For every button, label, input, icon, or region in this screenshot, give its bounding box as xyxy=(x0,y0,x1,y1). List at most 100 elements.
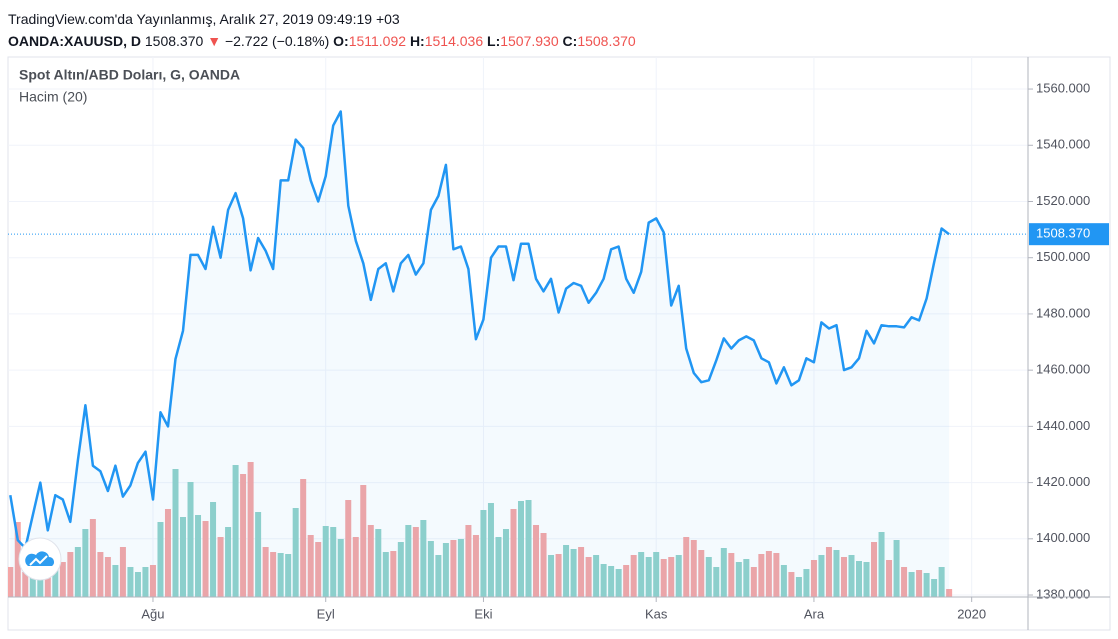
symbol: OANDA:XAUUSD, D xyxy=(8,33,141,49)
logo xyxy=(18,537,62,581)
ohlc-label: C: xyxy=(562,33,578,49)
volume-bar xyxy=(533,525,540,597)
ohlc-value: 1514.036 xyxy=(424,33,484,49)
volume-bar xyxy=(720,548,727,597)
y-tick-label: 1460.000 xyxy=(1036,362,1090,377)
volume-bar xyxy=(938,567,945,597)
chart-subtitle: Hacim (20) xyxy=(19,89,87,105)
volume-bar xyxy=(713,567,720,597)
volume-bar xyxy=(818,555,825,597)
ohlc-label: L: xyxy=(487,33,501,49)
last-price-label: 1508.370 xyxy=(1036,226,1090,241)
volume-bar xyxy=(8,567,14,597)
volume-bar xyxy=(240,474,247,597)
change: −2.722 (−0.18%) xyxy=(224,33,330,49)
volume-bar xyxy=(946,589,953,597)
volume-bar xyxy=(127,567,134,597)
volume-bar xyxy=(570,549,577,597)
volume-bar xyxy=(743,559,750,597)
volume-bar xyxy=(653,552,660,597)
volume-bar xyxy=(97,552,104,597)
x-tick-label: Ara xyxy=(804,606,825,621)
volume-bar xyxy=(487,503,494,597)
volume-bar xyxy=(578,547,585,597)
volume-bar xyxy=(367,525,374,597)
volume-bar xyxy=(442,543,449,597)
volume-bar xyxy=(82,529,89,597)
y-tick-label: 1560.000 xyxy=(1036,80,1090,95)
volume-bar xyxy=(668,557,675,597)
volume-bar xyxy=(187,482,194,597)
volume-bar xyxy=(623,565,630,597)
y-tick-label: 1540.000 xyxy=(1036,137,1090,152)
frame xyxy=(7,56,1111,631)
volume-bar xyxy=(833,550,840,597)
volume-bar xyxy=(457,539,464,597)
volume-bar xyxy=(510,509,517,597)
volume-bar xyxy=(104,557,111,597)
quote-line: OANDA:XAUUSD, D 1508.370 ▼ −2.722 (−0.18… xyxy=(8,30,636,52)
price-line xyxy=(9,110,950,550)
volume-bar xyxy=(705,557,712,597)
volume-bar xyxy=(210,502,217,597)
volume-bar xyxy=(337,539,344,597)
y-tick-label: 1500.000 xyxy=(1036,249,1090,264)
volume-bar xyxy=(14,522,21,597)
volume-bar xyxy=(427,541,434,597)
volume-bar xyxy=(472,535,479,597)
volume-bar xyxy=(871,542,878,597)
volume-bar xyxy=(134,572,141,597)
volume-bar xyxy=(300,479,307,597)
volume-bar xyxy=(89,519,96,597)
volume-bar xyxy=(916,570,923,597)
volume-bar xyxy=(262,547,269,597)
volume-bar xyxy=(555,554,562,597)
volume-bar xyxy=(225,527,232,597)
arrow: ▼ xyxy=(207,33,222,49)
volume-bar xyxy=(758,554,765,597)
volume-bar xyxy=(931,579,938,597)
volume-bar xyxy=(119,547,126,597)
volume-bar xyxy=(44,562,51,597)
volume-bar xyxy=(878,532,885,597)
ohlc-value: 1511.092 xyxy=(348,33,407,49)
volume-bar xyxy=(247,462,254,597)
volume-bar xyxy=(52,567,59,597)
volume-bar xyxy=(450,540,457,597)
volume-bar xyxy=(593,555,600,597)
y-tick-label: 1480.000 xyxy=(1036,305,1090,320)
plot xyxy=(8,57,1028,597)
volume-bar xyxy=(232,465,239,597)
volume-bar xyxy=(750,567,757,597)
volume-bar xyxy=(615,569,622,597)
y-tick-label: 1420.000 xyxy=(1036,474,1090,489)
volume-bar xyxy=(420,520,427,597)
volume-bar xyxy=(540,533,547,597)
volume-bar xyxy=(735,562,742,597)
x-tick-label: Kas xyxy=(645,606,668,621)
volume-bar xyxy=(67,552,74,597)
volume-bar xyxy=(480,510,487,597)
volume-bar xyxy=(277,553,284,597)
volume-bar xyxy=(382,552,389,597)
volume-bar xyxy=(698,550,705,597)
volume-bar xyxy=(863,562,870,597)
volume-bar xyxy=(502,529,509,597)
y-tick-label: 1440.000 xyxy=(1036,418,1090,433)
volume-bar xyxy=(728,553,735,597)
area xyxy=(10,111,950,597)
volume-bar xyxy=(74,547,81,597)
volume-bar xyxy=(59,562,66,597)
volume-bar xyxy=(675,555,682,597)
volume-bar xyxy=(149,565,156,597)
volume-bar xyxy=(630,555,637,597)
volume-bar xyxy=(465,525,472,597)
volume-bar xyxy=(803,569,810,597)
chart-title: Spot Altın/ABD Doları, G, OANDA xyxy=(19,67,240,83)
price: 1508.370 xyxy=(144,33,204,49)
volume-bar xyxy=(773,553,780,597)
volume-bar xyxy=(360,485,367,597)
volume-bar xyxy=(660,559,667,597)
published: TradingView.com'da Yayınlanmış, Aralık 2… xyxy=(8,11,400,27)
